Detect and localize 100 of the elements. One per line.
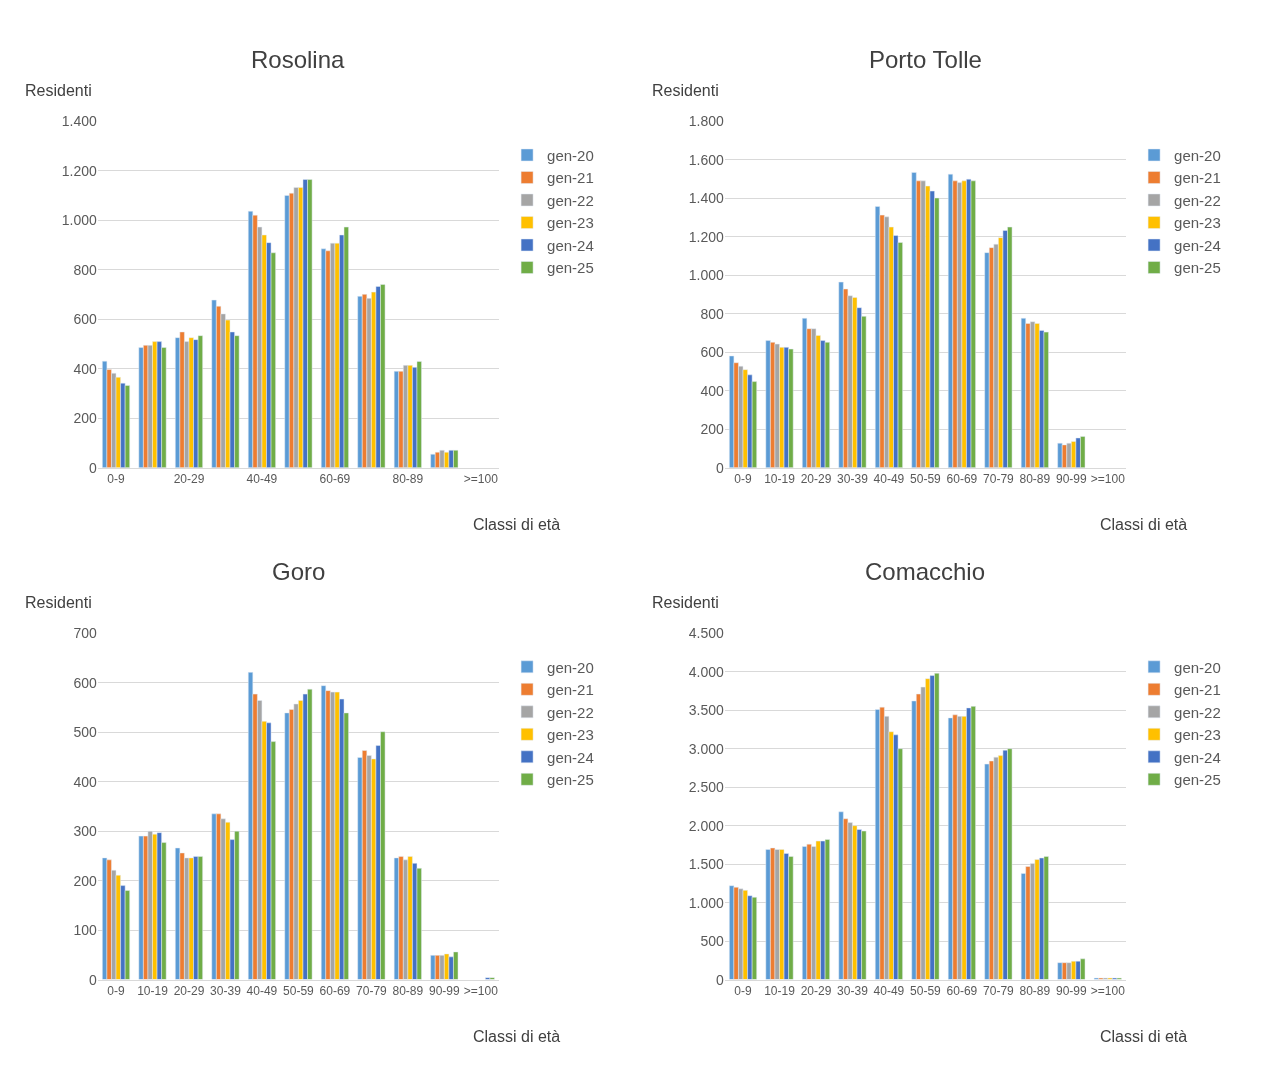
y-axis-title: Residenti	[652, 82, 719, 99]
x-tick-label: 90-99	[1055, 472, 1088, 487]
x-tick-label: 30-39	[837, 472, 869, 487]
legend-label: gen-22	[1174, 191, 1221, 209]
y-tick-label: 500	[700, 933, 724, 950]
y-tick-label: 4.500	[688, 625, 724, 642]
y-tick-label: 400	[700, 382, 724, 399]
y-tick-label: 600	[73, 674, 97, 691]
x-tick-label: >=100	[1090, 984, 1126, 999]
y-axis-title: Residenti	[25, 82, 92, 99]
x-tick-label: 70-79	[983, 984, 1015, 999]
legend-label: gen-21	[547, 169, 594, 187]
x-tick-label: 20-29	[800, 984, 832, 999]
legend-label: gen-21	[1174, 169, 1221, 187]
legend-label: gen-21	[1174, 681, 1221, 699]
legend-label: gen-23	[1174, 726, 1221, 744]
legend-label: gen-23	[1174, 214, 1221, 232]
y-tick-label: 700	[73, 625, 97, 642]
legend-label: gen-24	[547, 236, 594, 254]
x-tick-label: 40-49	[873, 472, 905, 487]
x-tick-label: 90-99	[428, 984, 461, 999]
y-tick-label: 4.000	[688, 663, 724, 680]
x-tick-label: 10-19	[137, 984, 169, 999]
y-tick-label: 1.200	[61, 162, 97, 179]
x-tick-label: 80-89	[392, 984, 424, 999]
x-axis-title: Classi di età	[473, 1028, 561, 1045]
legend-label: gen-24	[1174, 748, 1221, 766]
x-tick-label: 60-69	[319, 472, 351, 487]
legend-label: gen-23	[547, 214, 594, 232]
legend-label: gen-22	[1174, 703, 1221, 721]
y-tick-label: 200	[700, 421, 724, 438]
legend-label: gen-25	[547, 771, 594, 789]
y-tick-label: 200	[73, 872, 97, 889]
legend-label: gen-20	[1174, 658, 1221, 676]
y-tick-label: 300	[73, 823, 97, 840]
chart-title: Goro	[272, 558, 326, 585]
x-tick-label: >=100	[463, 984, 499, 999]
x-tick-label: 0-9	[734, 472, 753, 487]
x-tick-label: >=100	[463, 472, 499, 487]
chart-title: Rosolina	[251, 46, 346, 73]
x-tick-label: 50-59	[283, 984, 315, 999]
x-tick-label: 40-49	[246, 472, 278, 487]
y-tick-label: 600	[73, 311, 97, 328]
chart-title: Comacchio	[865, 558, 986, 585]
x-tick-label: 20-29	[173, 472, 205, 487]
y-tick-label: 100	[73, 922, 97, 939]
x-tick-label: 60-69	[946, 472, 978, 487]
x-tick-label: 70-79	[356, 984, 388, 999]
y-tick-label: 400	[73, 773, 97, 790]
legend-label: gen-20	[547, 146, 594, 164]
legend-label: gen-21	[547, 681, 594, 699]
x-tick-label: >=100	[1090, 472, 1126, 487]
legend-label: gen-25	[547, 259, 594, 277]
y-tick-label: 2.000	[688, 817, 724, 834]
y-tick-label: 3.500	[688, 702, 724, 719]
x-tick-label: 20-29	[800, 472, 832, 487]
legend-label: gen-22	[547, 191, 594, 209]
y-tick-label: 1.000	[688, 894, 724, 911]
y-tick-label: 1.000	[61, 212, 97, 229]
legend-label: gen-24	[547, 748, 594, 766]
x-tick-label: 50-59	[910, 984, 942, 999]
y-tick-label: 1.800	[688, 113, 724, 130]
y-tick-label: 2.500	[688, 779, 724, 796]
x-tick-label: 90-99	[1055, 984, 1088, 999]
y-tick-label: 600	[700, 344, 724, 361]
y-tick-label: 1.000	[688, 267, 724, 284]
x-tick-label: 30-39	[837, 984, 869, 999]
x-tick-label: 20-29	[173, 984, 205, 999]
legend-label: gen-24	[1174, 236, 1221, 254]
x-tick-label: 10-19	[764, 984, 796, 999]
legend-label: gen-25	[1174, 771, 1221, 789]
x-tick-label: 50-59	[910, 472, 942, 487]
x-tick-label: 0-9	[734, 984, 753, 999]
y-tick-label: 1.500	[688, 856, 724, 873]
y-tick-label: 0	[715, 459, 724, 476]
chart-title: Porto Tolle	[869, 46, 982, 73]
x-tick-label: 80-89	[392, 472, 424, 487]
x-axis-title: Classi di età	[473, 516, 561, 533]
x-axis-title: Classi di età	[1100, 516, 1188, 533]
x-axis-title: Classi di età	[1100, 1028, 1188, 1045]
y-axis-title: Residenti	[652, 594, 719, 611]
y-tick-label: 0	[715, 971, 724, 988]
legend-label: gen-20	[1174, 146, 1221, 164]
x-tick-label: 40-49	[873, 984, 905, 999]
y-tick-label: 3.000	[688, 740, 724, 757]
y-tick-label: 400	[73, 360, 97, 377]
x-tick-label: 80-89	[1019, 984, 1051, 999]
y-tick-label: 500	[73, 724, 97, 741]
legend-label: gen-23	[547, 726, 594, 744]
legend-label: gen-25	[1174, 259, 1221, 277]
y-tick-label: 0	[88, 459, 97, 476]
y-axis-title: Residenti	[25, 594, 92, 611]
legend-label: gen-22	[547, 703, 594, 721]
x-tick-label: 0-9	[107, 472, 126, 487]
legend-label: gen-20	[547, 658, 594, 676]
x-tick-label: 0-9	[107, 984, 126, 999]
y-tick-label: 800	[73, 261, 97, 278]
y-tick-label: 1.200	[688, 228, 724, 245]
x-tick-label: 40-49	[246, 984, 278, 999]
y-tick-label: 1.400	[61, 113, 97, 130]
